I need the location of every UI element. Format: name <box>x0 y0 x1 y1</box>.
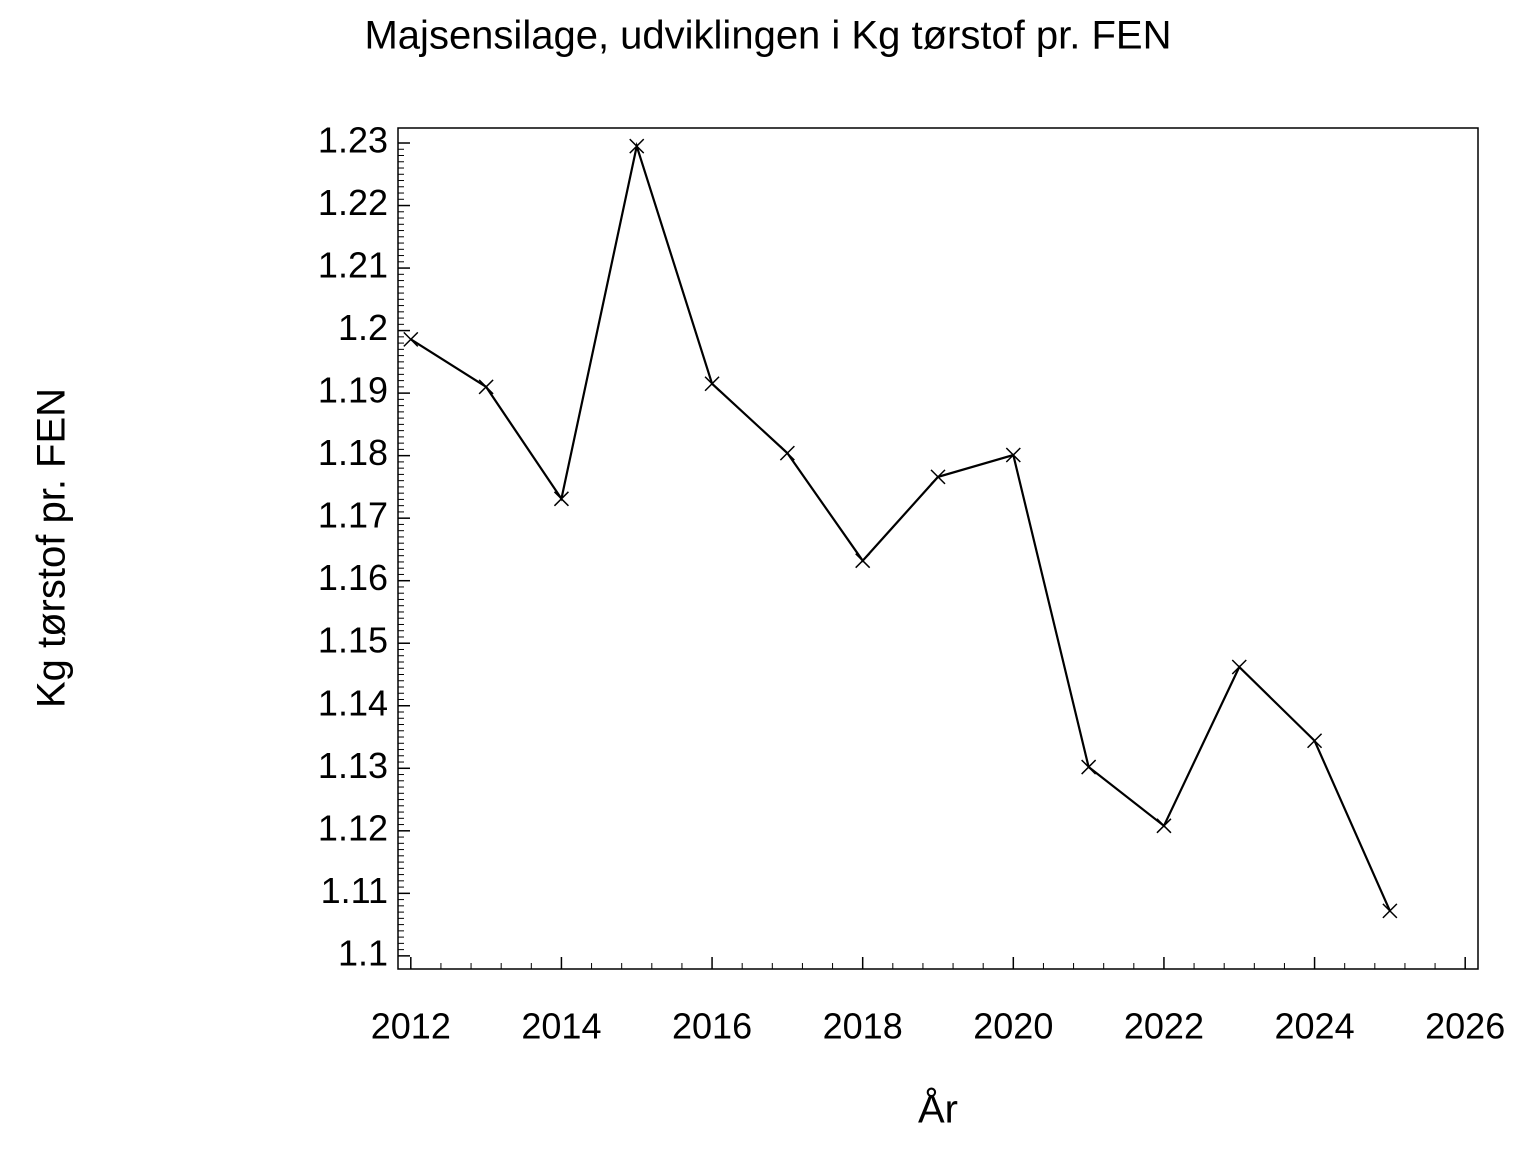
y-tick-label: 1.21 <box>318 245 388 286</box>
y-axis-label: Kg tørstof pr. FEN <box>30 388 74 708</box>
x-tick-label: 2026 <box>1425 1006 1505 1047</box>
x-tick-label: 2016 <box>672 1006 752 1047</box>
y-tick-label: 1.18 <box>318 432 388 473</box>
x-tick-label: 2024 <box>1275 1006 1355 1047</box>
point-marker <box>629 138 645 154</box>
x-tick-label: 2012 <box>371 1006 451 1047</box>
point-marker <box>779 445 795 461</box>
y-tick-label: 1.13 <box>318 745 388 786</box>
x-tick-label: 2014 <box>521 1006 601 1047</box>
y-tick-label: 1.17 <box>318 495 388 536</box>
y-tick-label: 1.16 <box>318 557 388 598</box>
y-tick-label: 1.15 <box>318 620 388 661</box>
y-tick-label: 1.1 <box>338 932 388 973</box>
y-tick-label: 1.14 <box>318 682 388 723</box>
x-axis-label: År <box>918 1087 958 1132</box>
point-marker <box>930 469 946 485</box>
chart-title: Majsensilage, udviklingen i Kg tørstof p… <box>364 14 1171 58</box>
x-tick-label: 2018 <box>823 1006 903 1047</box>
plot-frame <box>397 127 1479 970</box>
y-tick-label: 1.11 <box>321 870 388 911</box>
point-marker <box>1307 733 1323 749</box>
point-marker <box>478 379 494 395</box>
point-marker <box>1382 903 1398 919</box>
x-tick-label: 2022 <box>1124 1006 1204 1047</box>
x-tick-label: 2020 <box>973 1006 1053 1047</box>
y-tick-label: 1.2 <box>338 307 388 348</box>
series-line <box>410 141 1391 912</box>
point-marker <box>1156 818 1172 834</box>
point-marker <box>1081 759 1097 775</box>
y-tick-label: 1.19 <box>318 370 388 411</box>
point-marker <box>855 553 871 569</box>
point-marker <box>1231 659 1247 675</box>
point-marker <box>403 331 419 347</box>
y-tick-label: 1.22 <box>318 182 388 223</box>
y-tick-label: 1.12 <box>318 807 388 848</box>
point-marker <box>553 491 569 507</box>
y-tick-label: 1.23 <box>318 120 388 161</box>
point-marker <box>704 376 720 392</box>
point-marker <box>1005 447 1021 463</box>
